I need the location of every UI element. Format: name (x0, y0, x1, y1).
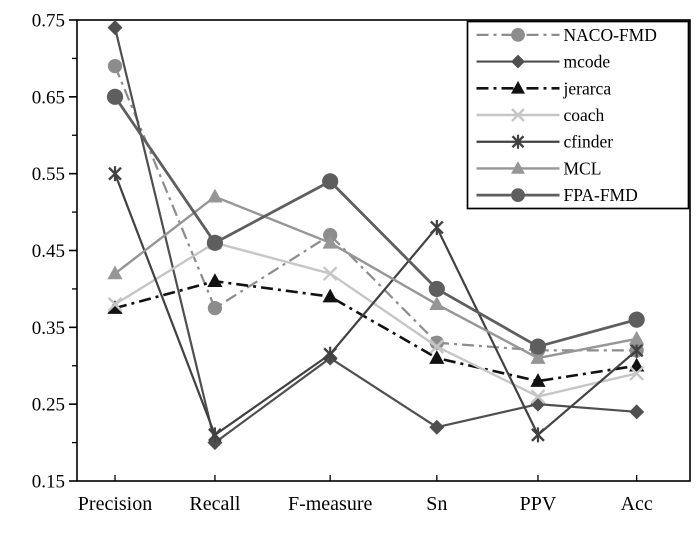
data-point-marker-coach (530, 389, 546, 404)
series-line-mcode (113, 27, 637, 445)
legend-label-FPA-FMD: FPA-FMD (564, 185, 638, 205)
data-point-marker-MCL (530, 350, 546, 364)
x-axis-category-label: F-measure (288, 493, 373, 515)
data-point-marker-FPA-FMD (206, 234, 224, 251)
data-point-marker-NACO-FMD (207, 301, 223, 316)
series-line-jerarca (114, 279, 637, 383)
series-line-coach (114, 241, 637, 398)
data-point-marker-FPA-FMD (106, 88, 124, 105)
data-point-marker-jerarca (322, 288, 338, 303)
y-axis-tick-label: 0.45 (32, 241, 65, 262)
data-point-marker-MCL (429, 296, 445, 311)
data-point-marker-MCL (107, 265, 123, 280)
y-axis-tick-label: 0.55 (32, 164, 65, 185)
data-point-marker-NACO-FMD (429, 335, 444, 350)
data-point-marker-coach (429, 339, 445, 354)
legend-marker-coach-icon (511, 108, 525, 122)
x-axis-category-label: Acc (621, 493, 653, 515)
series-line-cfinder (113, 173, 638, 437)
series-line-NACO-FMD (113, 65, 637, 352)
legend-label-NACO-FMD: NACO-FMD (564, 25, 657, 45)
data-point-marker-FPA-FMD (529, 338, 547, 355)
x-axis-category-label: Sn (426, 493, 447, 515)
series-line-MCL (114, 195, 637, 360)
legend-marker-FPA-FMD-icon (511, 188, 525, 203)
data-point-marker-MCL (629, 330, 645, 345)
data-point-marker-jerarca (530, 373, 546, 387)
legend-marker-mcode-icon (511, 54, 525, 69)
data-point-marker-coach (322, 266, 338, 281)
data-point-marker-mcode (107, 20, 123, 36)
y-axis-tick-label: 0.25 (32, 395, 65, 416)
legend-label-cfinder: cfinder (564, 132, 614, 152)
data-point-marker-NACO-FMD (107, 58, 123, 74)
y-axis-tick-label: 0.15 (32, 472, 65, 493)
y-axis-tick-label: 0.75 (32, 11, 65, 32)
legend-label-coach: coach (564, 105, 605, 125)
legend-label-jerarca: jerarca (563, 78, 612, 98)
y-axis-tick-label: 0.35 (32, 318, 65, 339)
series-line-FPA-FMD (113, 96, 638, 349)
data-point-marker-MCL (207, 188, 223, 203)
legend-marker-MCL-icon (511, 161, 525, 174)
data-point-marker-mcode (429, 419, 445, 435)
data-point-marker-jerarca (107, 300, 123, 314)
x-axis-category-label: Recall (189, 493, 241, 515)
x-axis-category-label: Precision (78, 493, 152, 515)
legend-label-MCL: MCL (564, 158, 602, 178)
data-point-marker-jerarca (429, 350, 445, 364)
data-point-marker-coach (107, 296, 123, 312)
data-point-marker-FPA-FMD (628, 311, 645, 328)
data-point-marker-mcode (629, 404, 645, 420)
data-point-marker-MCL (322, 234, 338, 249)
y-axis-tick-label: 0.65 (32, 87, 65, 108)
data-point-marker-FPA-FMD (428, 280, 445, 298)
x-axis-category-label: PPV (520, 493, 557, 515)
legend-marker-jerarca-icon (511, 80, 525, 94)
data-point-marker-FPA-FMD (322, 173, 339, 190)
data-point-marker-jerarca (207, 273, 223, 287)
legend-label-mcode: mcode (564, 52, 611, 72)
legend-marker-NACO-FMD-icon (511, 27, 525, 42)
data-point-marker-coach (629, 366, 645, 381)
